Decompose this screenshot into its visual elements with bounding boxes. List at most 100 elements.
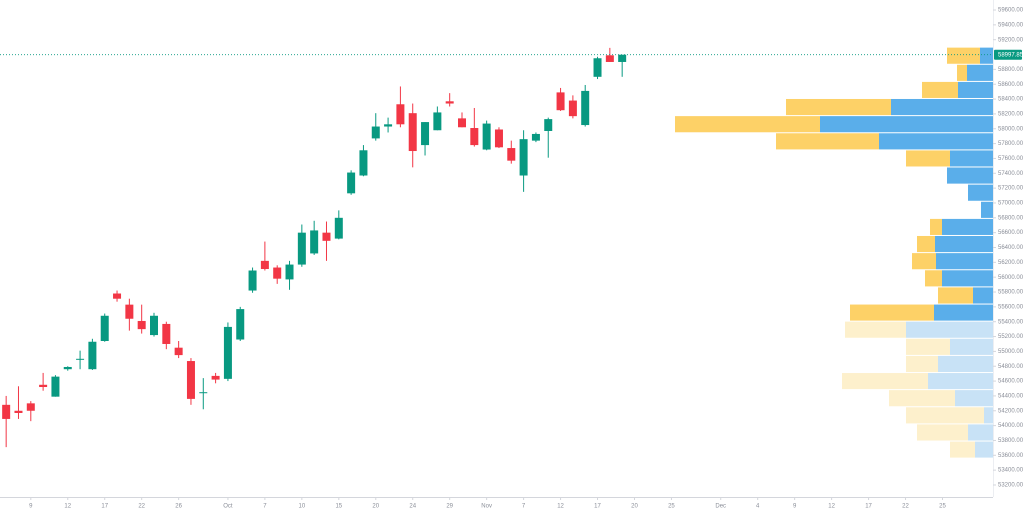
candle-body xyxy=(236,309,245,340)
x-tick-label: 12 xyxy=(557,504,564,510)
y-tick-label: 59600.00 xyxy=(998,8,1024,14)
y-tick-label: 55600.00 xyxy=(998,304,1024,310)
candle-body xyxy=(199,392,208,394)
candle-body xyxy=(223,326,232,379)
x-tick-label: 24 xyxy=(409,504,416,510)
profile-down xyxy=(947,47,980,64)
profile-up xyxy=(942,270,993,287)
candle-body xyxy=(186,361,195,399)
candle-body xyxy=(26,403,35,411)
profile-up xyxy=(906,321,993,338)
profile-up xyxy=(936,253,993,270)
y-tick-label: 56400.00 xyxy=(998,245,1024,251)
y-tick-label: 55000.00 xyxy=(998,349,1024,355)
candle-body xyxy=(568,100,577,117)
profile-up xyxy=(975,441,993,458)
candle-body xyxy=(63,366,72,370)
profile-up xyxy=(955,390,993,407)
candle-body xyxy=(162,323,171,344)
y-tick-label: 57000.00 xyxy=(998,201,1024,207)
y-tick-label: 58600.00 xyxy=(998,82,1024,88)
candle-body xyxy=(408,113,417,152)
y-tick-label: 58800.00 xyxy=(998,67,1024,73)
y-tick-label: 55800.00 xyxy=(998,290,1024,296)
last-price-label: 58997.85 xyxy=(998,52,1024,58)
profile-down xyxy=(889,390,955,407)
profile-up xyxy=(968,424,993,441)
profile-down xyxy=(950,441,975,458)
x-tick-label: 15 xyxy=(335,504,342,510)
candle-body xyxy=(494,129,503,148)
x-tick-label: 10 xyxy=(298,504,305,510)
y-tick-label: 54200.00 xyxy=(998,408,1024,414)
x-tick-label: 7 xyxy=(263,504,267,510)
candle-body xyxy=(322,232,331,241)
candle-body xyxy=(260,260,269,270)
x-tick-label: 25 xyxy=(668,504,675,510)
candle-body xyxy=(248,270,257,291)
y-tick-label: 58400.00 xyxy=(998,97,1024,103)
x-tick-label: 9 xyxy=(793,504,797,510)
x-tick-label: 22 xyxy=(138,504,145,510)
y-tick-label: 56800.00 xyxy=(998,215,1024,221)
profile-down xyxy=(925,270,942,287)
candle-body xyxy=(125,304,134,319)
y-tick-label: 56000.00 xyxy=(998,275,1024,281)
candle-body xyxy=(174,347,183,356)
profile-up xyxy=(934,304,993,321)
y-tick-label: 53600.00 xyxy=(998,453,1024,459)
candle-body xyxy=(347,172,356,194)
candle-body xyxy=(556,92,565,111)
profile-down xyxy=(675,116,820,133)
x-tick-label: 25 xyxy=(939,504,946,510)
candle-body xyxy=(384,124,393,127)
candle-body xyxy=(39,384,48,388)
y-tick-label: 53400.00 xyxy=(998,468,1024,474)
profile-up xyxy=(973,287,993,304)
profile-up xyxy=(820,116,993,133)
x-tick-label: 20 xyxy=(372,504,379,510)
candle-body xyxy=(137,320,146,330)
candle-body xyxy=(371,126,380,139)
x-tick-label: Nov xyxy=(481,504,492,510)
profile-down xyxy=(842,373,928,390)
candle-body xyxy=(285,264,294,280)
y-tick-label: 54800.00 xyxy=(998,364,1024,370)
y-tick-label: 54000.00 xyxy=(998,423,1024,429)
candle-body xyxy=(310,230,319,254)
y-tick-label: 57400.00 xyxy=(998,171,1024,177)
last-price-tag xyxy=(994,49,1022,60)
profile-down xyxy=(786,98,891,116)
candle-body xyxy=(297,232,306,265)
profile-down xyxy=(776,133,879,150)
x-tick-label: 12 xyxy=(828,504,835,510)
y-tick-label: 57800.00 xyxy=(998,141,1024,147)
x-tick-label: 12 xyxy=(64,504,71,510)
candle-body xyxy=(593,58,602,77)
y-tick-label: 53800.00 xyxy=(998,438,1024,444)
x-tick-label: 7 xyxy=(522,504,526,510)
candle-body xyxy=(507,148,516,161)
candle-body xyxy=(76,358,85,360)
profile-up xyxy=(968,184,993,201)
candle-body xyxy=(211,375,220,380)
profile-up xyxy=(950,150,993,167)
candle-body xyxy=(51,376,60,397)
candle-body xyxy=(544,119,553,131)
candle-body xyxy=(100,315,109,342)
candle-body xyxy=(421,122,430,146)
profile-up xyxy=(942,218,993,235)
y-tick-label: 54400.00 xyxy=(998,394,1024,400)
candle-body xyxy=(150,315,159,336)
x-tick-label: 29 xyxy=(446,504,453,510)
profile-up xyxy=(950,338,993,355)
profile-down xyxy=(850,304,934,321)
profile-up xyxy=(958,81,993,98)
y-tick-label: 58000.00 xyxy=(998,126,1024,132)
x-tick-label: Dec xyxy=(715,504,726,510)
y-tick-label: 57200.00 xyxy=(998,186,1024,192)
candle-body xyxy=(2,404,11,419)
y-tick-label: 53200.00 xyxy=(998,483,1024,489)
candle-body xyxy=(113,293,122,299)
